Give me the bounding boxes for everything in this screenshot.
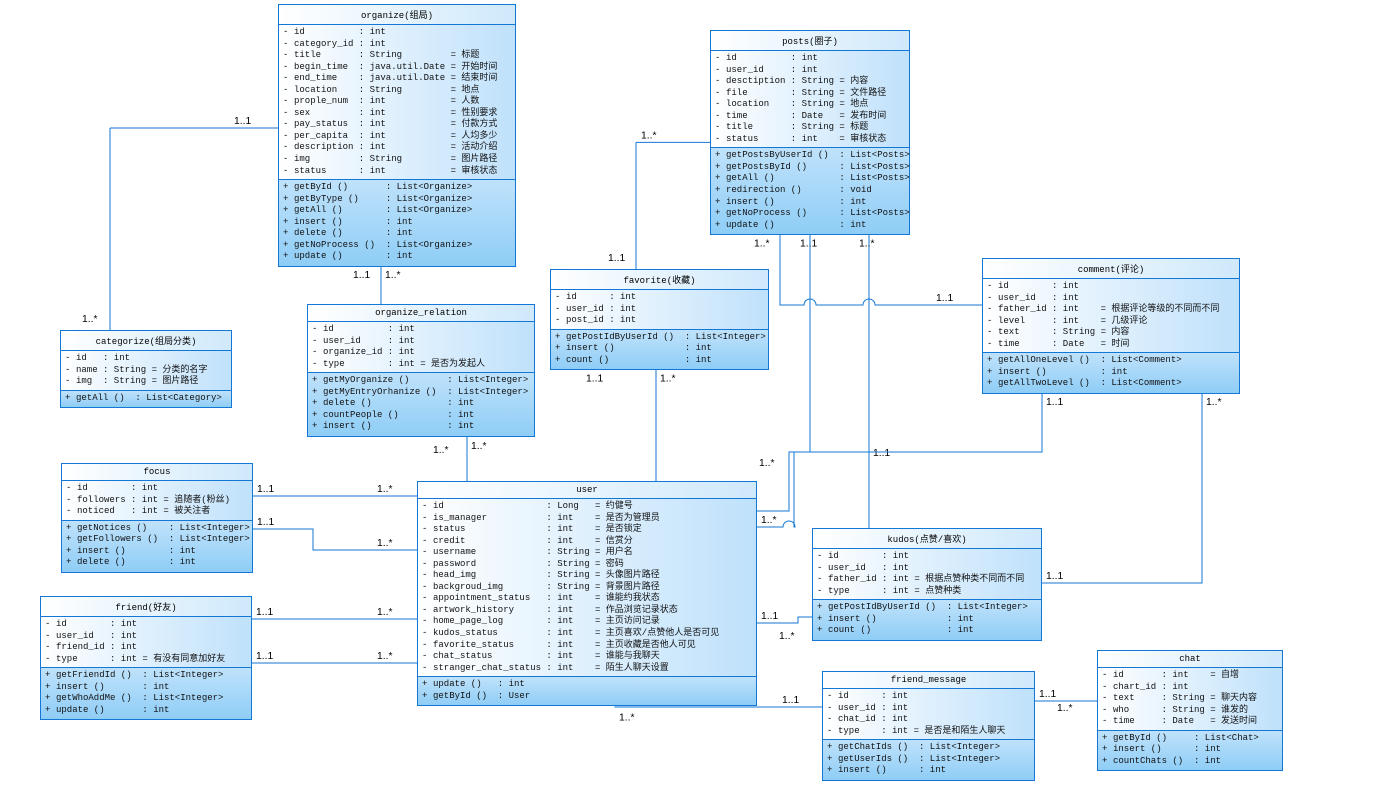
svg-text:1..*: 1..*	[859, 238, 874, 249]
svg-text:1..*: 1..*	[761, 515, 776, 526]
svg-text:1..*: 1..*	[377, 607, 392, 618]
svg-text:1..*: 1..*	[754, 238, 769, 249]
svg-text:1..*: 1..*	[660, 373, 675, 384]
svg-text:1..1: 1..1	[936, 293, 953, 304]
svg-text:1..1: 1..1	[608, 253, 625, 264]
svg-text:1..1: 1..1	[782, 695, 799, 706]
svg-text:1..*: 1..*	[377, 484, 392, 495]
svg-text:1..1: 1..1	[800, 238, 817, 249]
svg-text:1..*: 1..*	[1057, 703, 1072, 714]
svg-text:1..1: 1..1	[257, 517, 274, 528]
svg-text:1..1: 1..1	[256, 651, 273, 662]
svg-text:1..1: 1..1	[1046, 571, 1063, 582]
svg-text:1..1: 1..1	[873, 448, 890, 459]
svg-text:1..1: 1..1	[353, 270, 370, 281]
svg-text:1..*: 1..*	[82, 314, 97, 325]
svg-text:1..*: 1..*	[641, 130, 656, 141]
svg-text:1..1: 1..1	[234, 116, 251, 127]
svg-text:1..1: 1..1	[256, 607, 273, 618]
svg-text:1..*: 1..*	[433, 445, 448, 456]
svg-text:1..1: 1..1	[1046, 397, 1063, 408]
svg-text:1..*: 1..*	[1206, 397, 1221, 408]
svg-text:1..*: 1..*	[385, 270, 400, 281]
svg-text:1..1: 1..1	[1039, 689, 1056, 700]
svg-text:1..*: 1..*	[471, 441, 486, 452]
svg-text:1..1: 1..1	[586, 373, 603, 384]
svg-text:1..*: 1..*	[377, 538, 392, 549]
svg-text:1..*: 1..*	[377, 651, 392, 662]
svg-text:1..1: 1..1	[761, 611, 778, 622]
svg-text:1..*: 1..*	[619, 712, 634, 723]
svg-text:1..1: 1..1	[257, 484, 274, 495]
svg-text:1..*: 1..*	[779, 631, 794, 642]
svg-text:1..*: 1..*	[759, 458, 774, 469]
